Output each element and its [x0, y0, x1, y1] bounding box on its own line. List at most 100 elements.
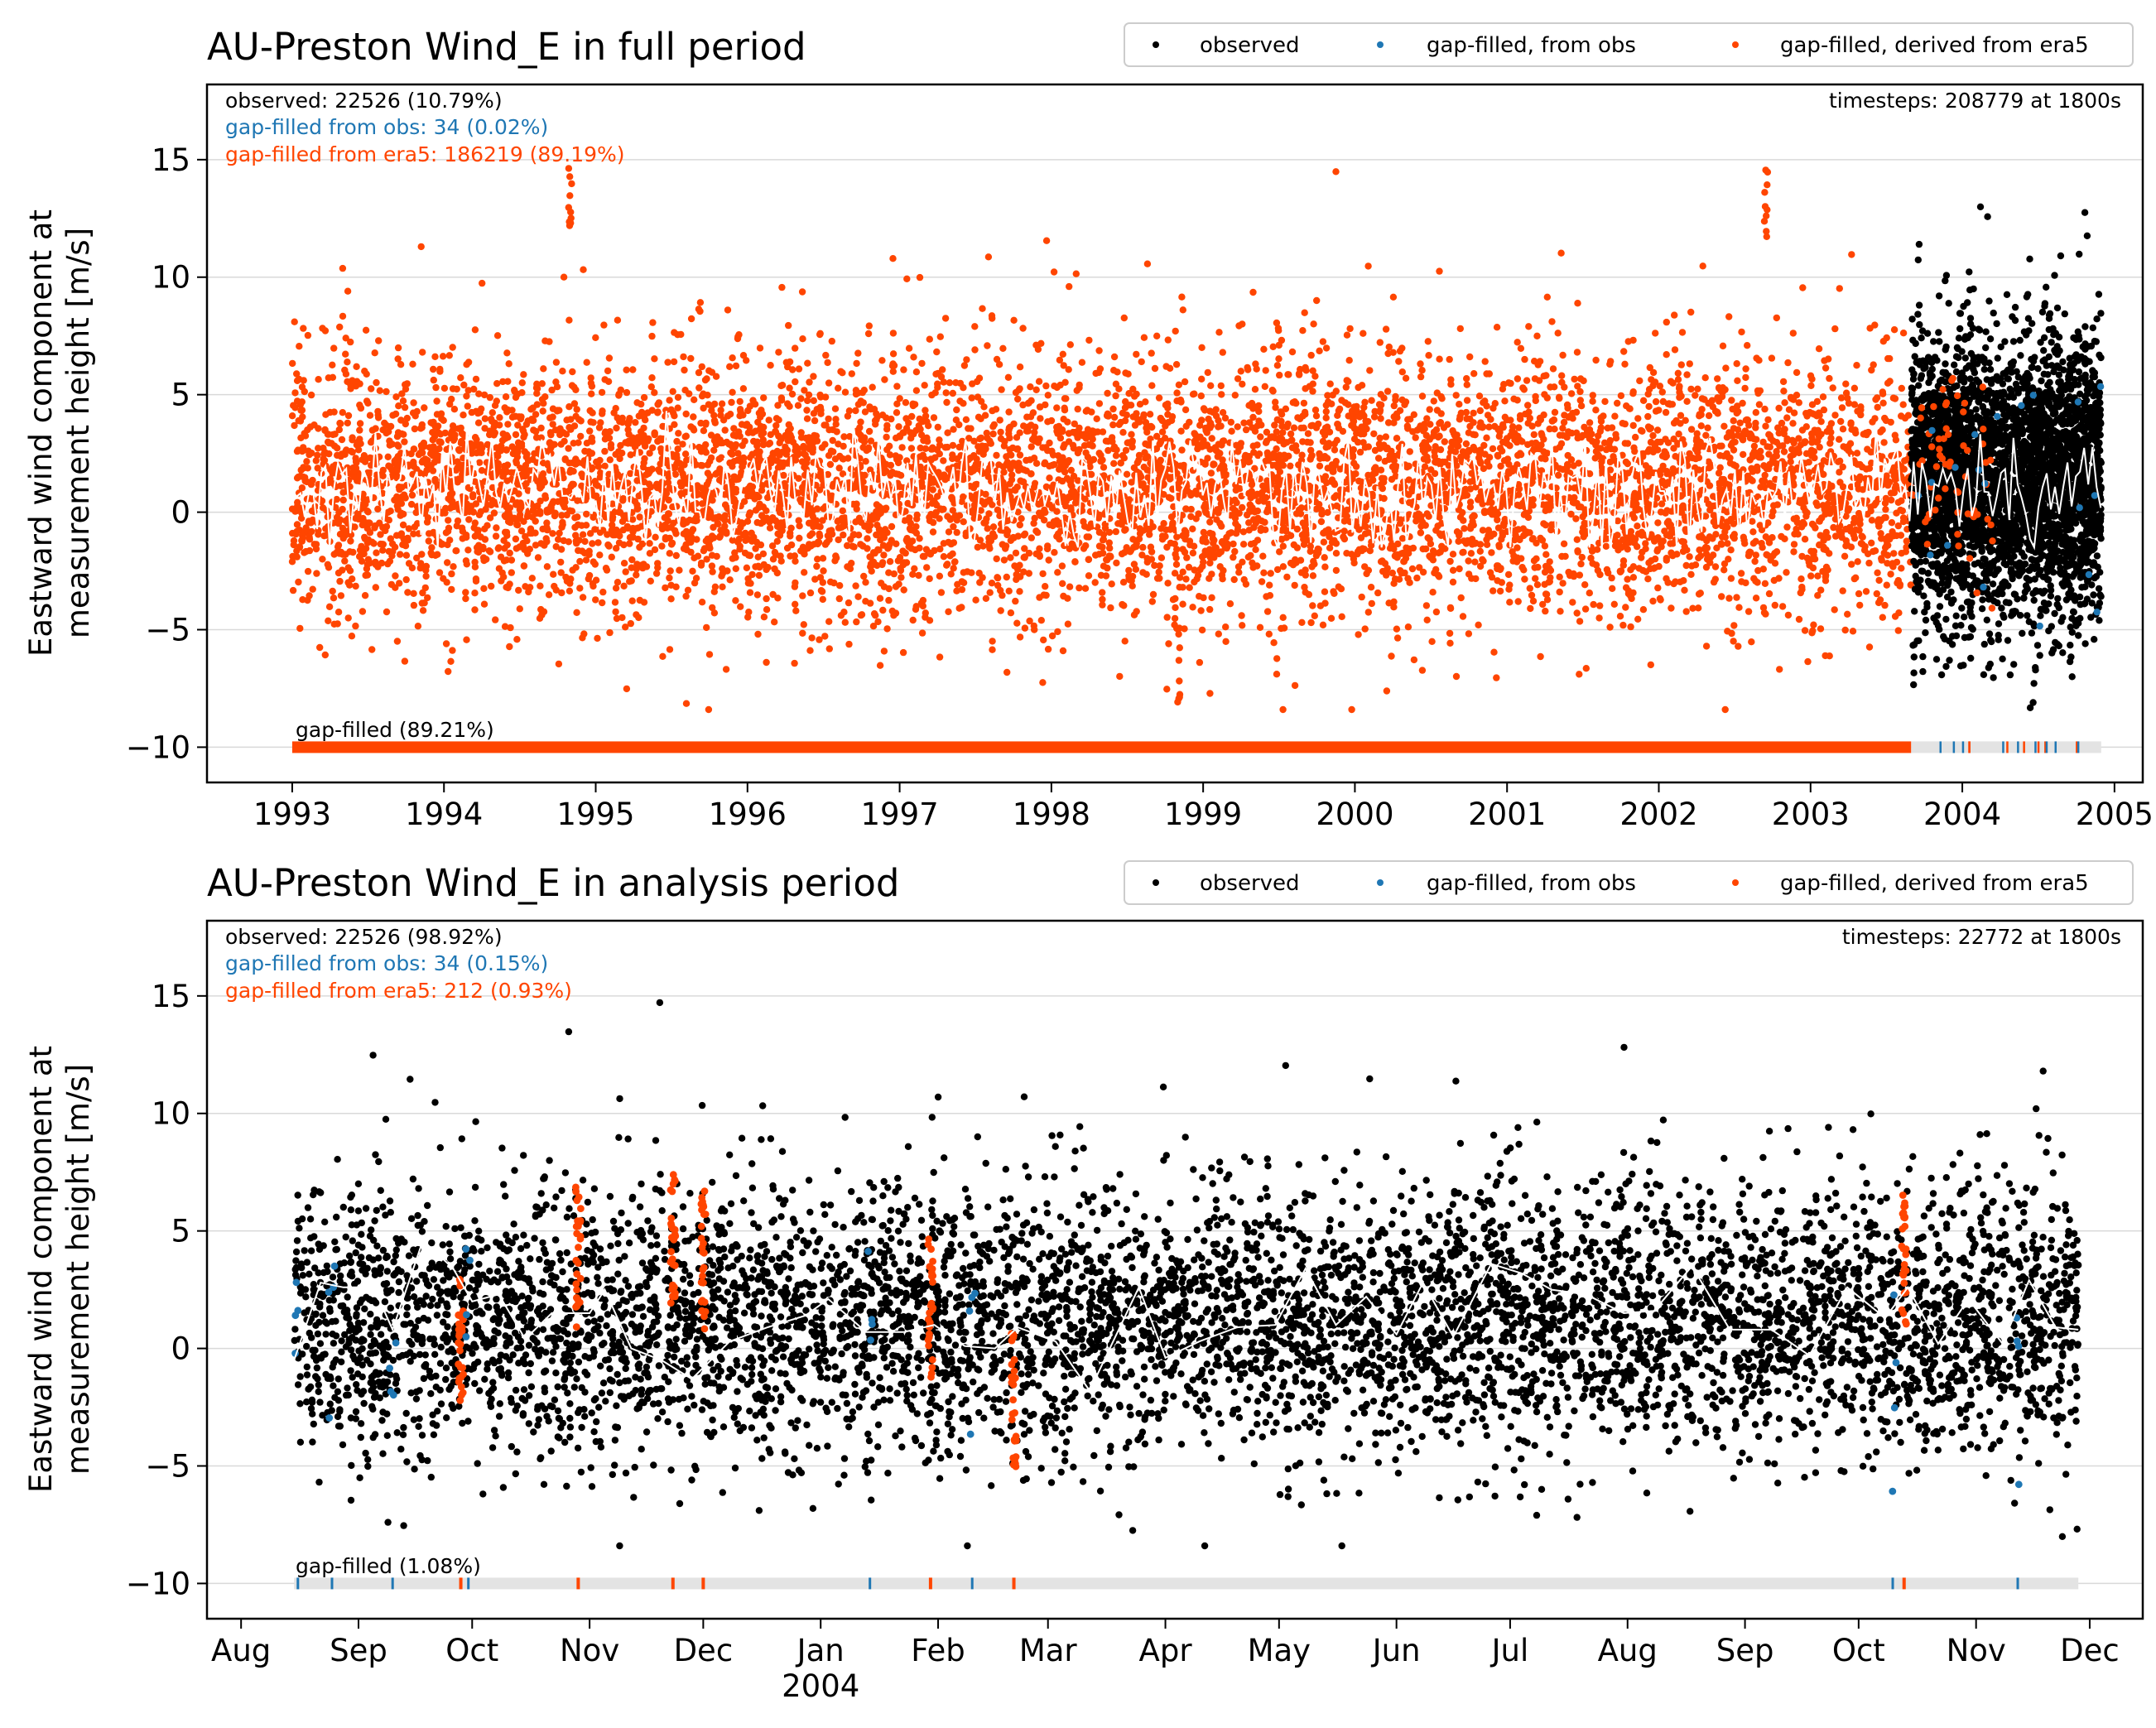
era5-point — [889, 255, 897, 262]
era5-point — [1736, 419, 1744, 426]
era5-point — [687, 315, 695, 323]
era5-point — [1506, 599, 1514, 606]
era5-point — [1319, 338, 1327, 345]
era5-point — [1064, 418, 1071, 426]
era5-point — [865, 322, 873, 330]
era5-point — [1037, 617, 1046, 624]
era5-point — [1875, 576, 1883, 585]
era5-point — [681, 450, 690, 458]
era5-point — [471, 326, 479, 334]
era5-point — [1749, 528, 1757, 536]
era5-point — [1036, 552, 1044, 561]
era5-point — [1760, 462, 1768, 469]
era5-point — [1031, 429, 1038, 436]
era5-point — [1725, 556, 1732, 563]
era5-point — [1109, 405, 1117, 413]
era5-point — [495, 544, 503, 551]
era5-point — [766, 524, 774, 532]
era5-point — [1795, 615, 1803, 623]
era5-point — [1042, 583, 1049, 590]
era5-point — [1888, 496, 1895, 504]
era5-point — [352, 514, 359, 522]
era5-point — [664, 359, 671, 366]
era5-point — [1882, 506, 1889, 513]
era5-point — [1706, 506, 1714, 514]
era5-point — [1265, 630, 1273, 638]
era5-point — [1740, 450, 1747, 459]
era5-point — [1533, 332, 1541, 339]
era5-point — [1801, 627, 1809, 634]
era5-point — [1364, 262, 1372, 270]
era5-point — [831, 455, 840, 463]
era5-point — [1532, 575, 1539, 582]
era5-point — [368, 385, 375, 392]
era5-point — [785, 321, 792, 330]
era5-point — [862, 579, 869, 586]
era5-point — [825, 618, 833, 625]
era5-point — [936, 572, 944, 580]
era5-point — [755, 571, 763, 580]
era5-point — [1634, 522, 1641, 530]
era5-point — [1775, 404, 1783, 412]
era5-point — [615, 539, 623, 546]
era5-point — [1460, 548, 1467, 556]
era5-point — [1173, 389, 1181, 397]
era5-point — [1449, 578, 1457, 586]
era5-point — [542, 535, 550, 542]
era5-point — [1839, 426, 1847, 433]
era5-point — [319, 556, 326, 563]
era5-point — [1890, 326, 1899, 334]
era5-point — [955, 421, 963, 429]
era5-point — [672, 530, 680, 537]
era5-point — [1524, 402, 1532, 409]
era5-point — [835, 384, 842, 392]
era5-point — [1290, 541, 1298, 549]
era5-point — [386, 437, 393, 445]
era5-point — [1368, 397, 1375, 404]
era5-point — [1689, 604, 1696, 612]
era5-point — [1817, 625, 1825, 633]
era5-point — [971, 323, 979, 330]
era5-point — [1317, 517, 1326, 526]
era5-point — [666, 646, 674, 653]
era5-point — [1769, 513, 1776, 520]
era5-point — [1099, 601, 1106, 609]
era5-point — [1754, 387, 1762, 395]
era5-point — [617, 386, 624, 394]
era5-point — [1595, 614, 1603, 622]
era5-point — [1037, 415, 1044, 422]
era5-point — [1485, 527, 1492, 535]
era5-point — [1602, 542, 1610, 550]
era5-point — [537, 540, 545, 547]
era5-point — [765, 416, 772, 424]
era5-point — [528, 575, 536, 582]
era5-point — [1018, 515, 1025, 522]
era5-point — [605, 354, 614, 362]
era5-point — [1655, 407, 1663, 414]
era5-point — [1675, 431, 1682, 438]
era5-point — [1390, 604, 1398, 611]
era5-point — [1898, 384, 1905, 392]
era5-point — [1808, 401, 1817, 408]
era5-point — [1461, 525, 1468, 532]
era5-point — [1200, 594, 1207, 602]
era5-point — [926, 575, 933, 583]
era5-point — [1727, 575, 1735, 582]
era5-point — [1837, 394, 1846, 402]
era5-point — [719, 416, 728, 424]
era5-point — [1382, 433, 1390, 440]
era5-point — [1801, 536, 1809, 543]
era5-point — [853, 618, 860, 626]
era5-point — [952, 379, 960, 387]
era5-point — [646, 450, 653, 457]
era5-point — [419, 607, 427, 614]
era5-point — [1663, 351, 1670, 359]
era5-point — [583, 510, 590, 518]
era5-point — [388, 552, 396, 560]
era5-point — [353, 363, 360, 370]
era5-point — [626, 578, 633, 585]
era5-point — [574, 513, 581, 521]
era5-point — [515, 586, 522, 594]
era5-point — [953, 406, 960, 414]
era5-point — [1465, 429, 1473, 436]
